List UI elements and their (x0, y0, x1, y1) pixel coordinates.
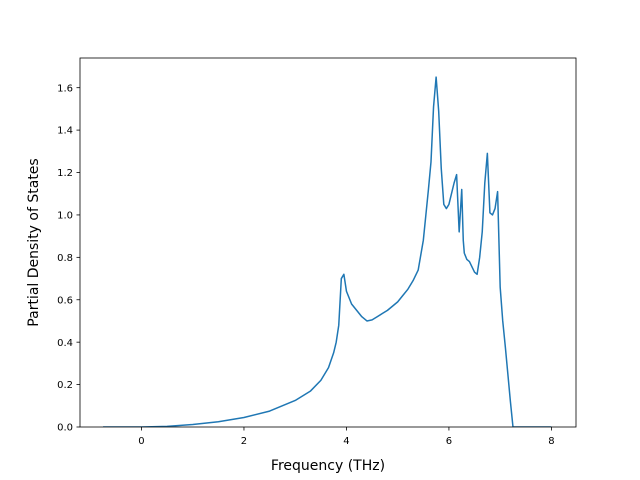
x-axis: 0 2 4 6 8 (138, 427, 555, 447)
y-tick-label: 1.2 (57, 168, 73, 179)
series-line-0 (103, 76, 552, 427)
x-axis-label: Frequency (THz) (271, 458, 385, 474)
y-axis: 0.0 0.2 0.4 0.6 0.8 1.0 1.2 1.4 1.6 (57, 83, 80, 434)
y-tick-label: 1.4 (57, 126, 73, 137)
y-tick-label: 0.2 (57, 380, 73, 391)
x-tick-label: 4 (343, 436, 349, 447)
y-tick-label: 1.6 (57, 83, 73, 94)
y-tick-label: 1.0 (57, 211, 73, 222)
x-tick-label: 8 (548, 436, 554, 447)
y-tick-label: 0.6 (57, 295, 73, 306)
x-tick-label: 0 (138, 436, 144, 447)
x-tick-label: 2 (241, 436, 247, 447)
y-tick-label: 0.0 (57, 423, 73, 434)
y-axis-label: Partial Density of States (26, 158, 42, 326)
plot-area (79, 57, 577, 428)
x-tick-label: 6 (446, 436, 452, 447)
y-tick-label: 0.4 (57, 338, 73, 349)
y-tick-label: 0.8 (57, 253, 73, 264)
axes-frame (79, 57, 577, 428)
